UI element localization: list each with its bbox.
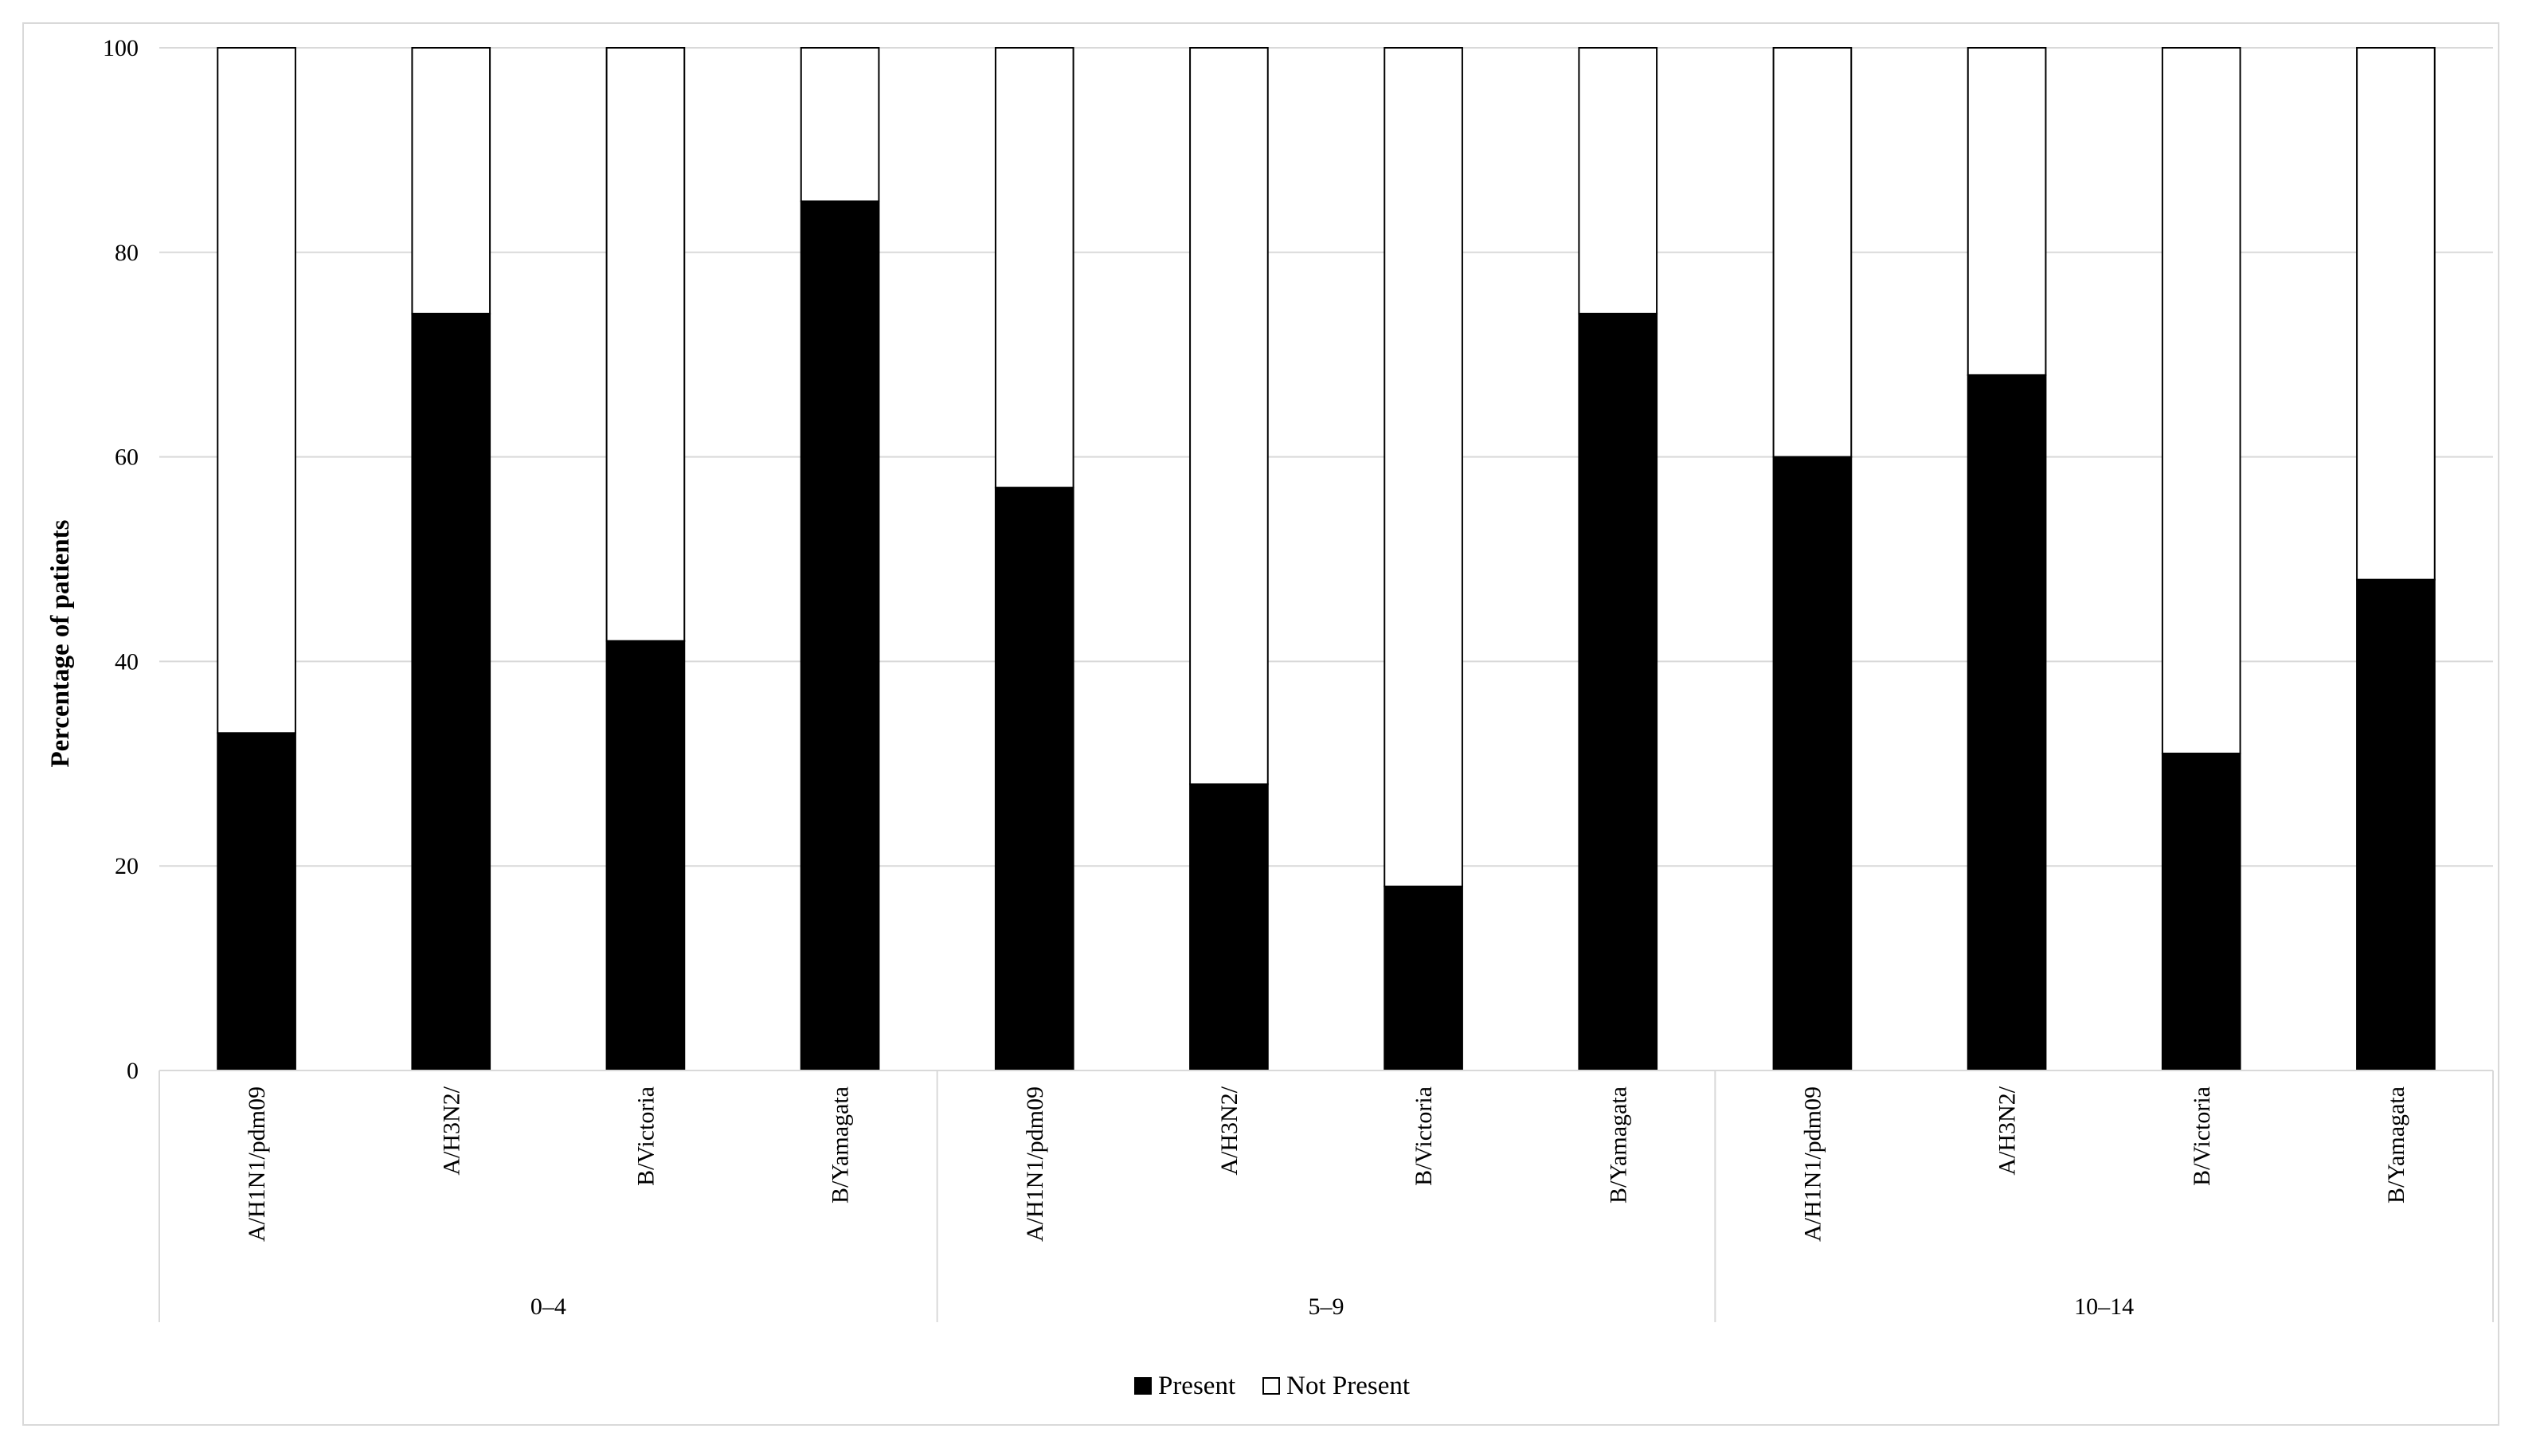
legend-item-not-present: Not Present [1262,1372,1410,1401]
bar-present [1772,456,1853,1071]
x-group-label: 10–14 [2074,1294,2134,1320]
x-category-label: A/H1N1/pdm09 [1022,1086,1048,1242]
bars [217,47,2436,1072]
bar-present [1384,885,1463,1071]
x-category-label: B/Victoria [632,1086,659,1186]
x-category-label: A/H3N2/ [438,1086,464,1175]
x-category-label: A/H1N1/pdm09 [244,1086,270,1242]
x-category-label: A/H3N2/ [1216,1086,1243,1175]
x-category-label: B/Victoria [2189,1086,2215,1186]
x-category-label: B/Victoria [1411,1086,1437,1186]
bar-not-present [994,47,1074,489]
legend-item-present: Present [1133,1371,1236,1401]
bar-present [217,732,296,1072]
y-tick-label: 20 [115,853,139,879]
bar-present [1578,312,1658,1071]
bar-present [800,200,880,1072]
bar-present [1967,374,2047,1071]
x-category-label: B/Yamagata [828,1086,854,1204]
bar-present [411,312,491,1071]
bar-not-present [1189,47,1269,785]
y-tick-label: 0 [127,1058,139,1084]
x-category-label: A/H1N1/pdm09 [1799,1086,1826,1242]
x-group-label: 0–4 [530,1294,566,1320]
legend-label-present: Present [1157,1371,1236,1400]
labels: 0 20 40 60 80 100 A/H1N1/pdm09 A/H3N2/B/Victori… [103,35,2409,1320]
legend-label-not-present: Not Present [1286,1371,1411,1400]
bar-not-present [800,47,880,202]
y-tick-label: 40 [115,648,139,675]
y-tick-label: 80 [115,240,139,266]
legend-swatch-present [1133,1377,1152,1395]
y-axis-label: Percentage of patients [46,519,75,767]
bar-present [1189,783,1269,1071]
bar-not-present [1578,47,1658,315]
legend-swatch-not-present [1262,1377,1281,1395]
y-tick-label: 100 [103,35,139,61]
x-category-label: B/Yamagata [1605,1086,1631,1204]
bar-not-present [2356,47,2436,581]
bar-not-present [1772,47,1853,458]
bar-not-present [2161,47,2241,754]
gridlines [159,47,2493,867]
x-category-label: B/Yamagata [2383,1086,2409,1204]
x-group-label: 5–9 [1309,1294,1344,1320]
bar-present [605,640,686,1071]
bar-present [2161,752,2241,1072]
axes [159,1070,2494,1322]
bar-present [2356,578,2436,1071]
x-category-label: A/H3N2/ [1994,1086,2021,1175]
y-tick-label: 60 [115,444,139,471]
bar-present [994,487,1074,1071]
bar-not-present [1384,47,1463,887]
bar-not-present [1967,47,2047,376]
bar-not-present [605,47,686,642]
bar-not-present [411,47,491,315]
bar-not-present [217,47,296,734]
legend: Present Not Present [0,1362,2544,1410]
